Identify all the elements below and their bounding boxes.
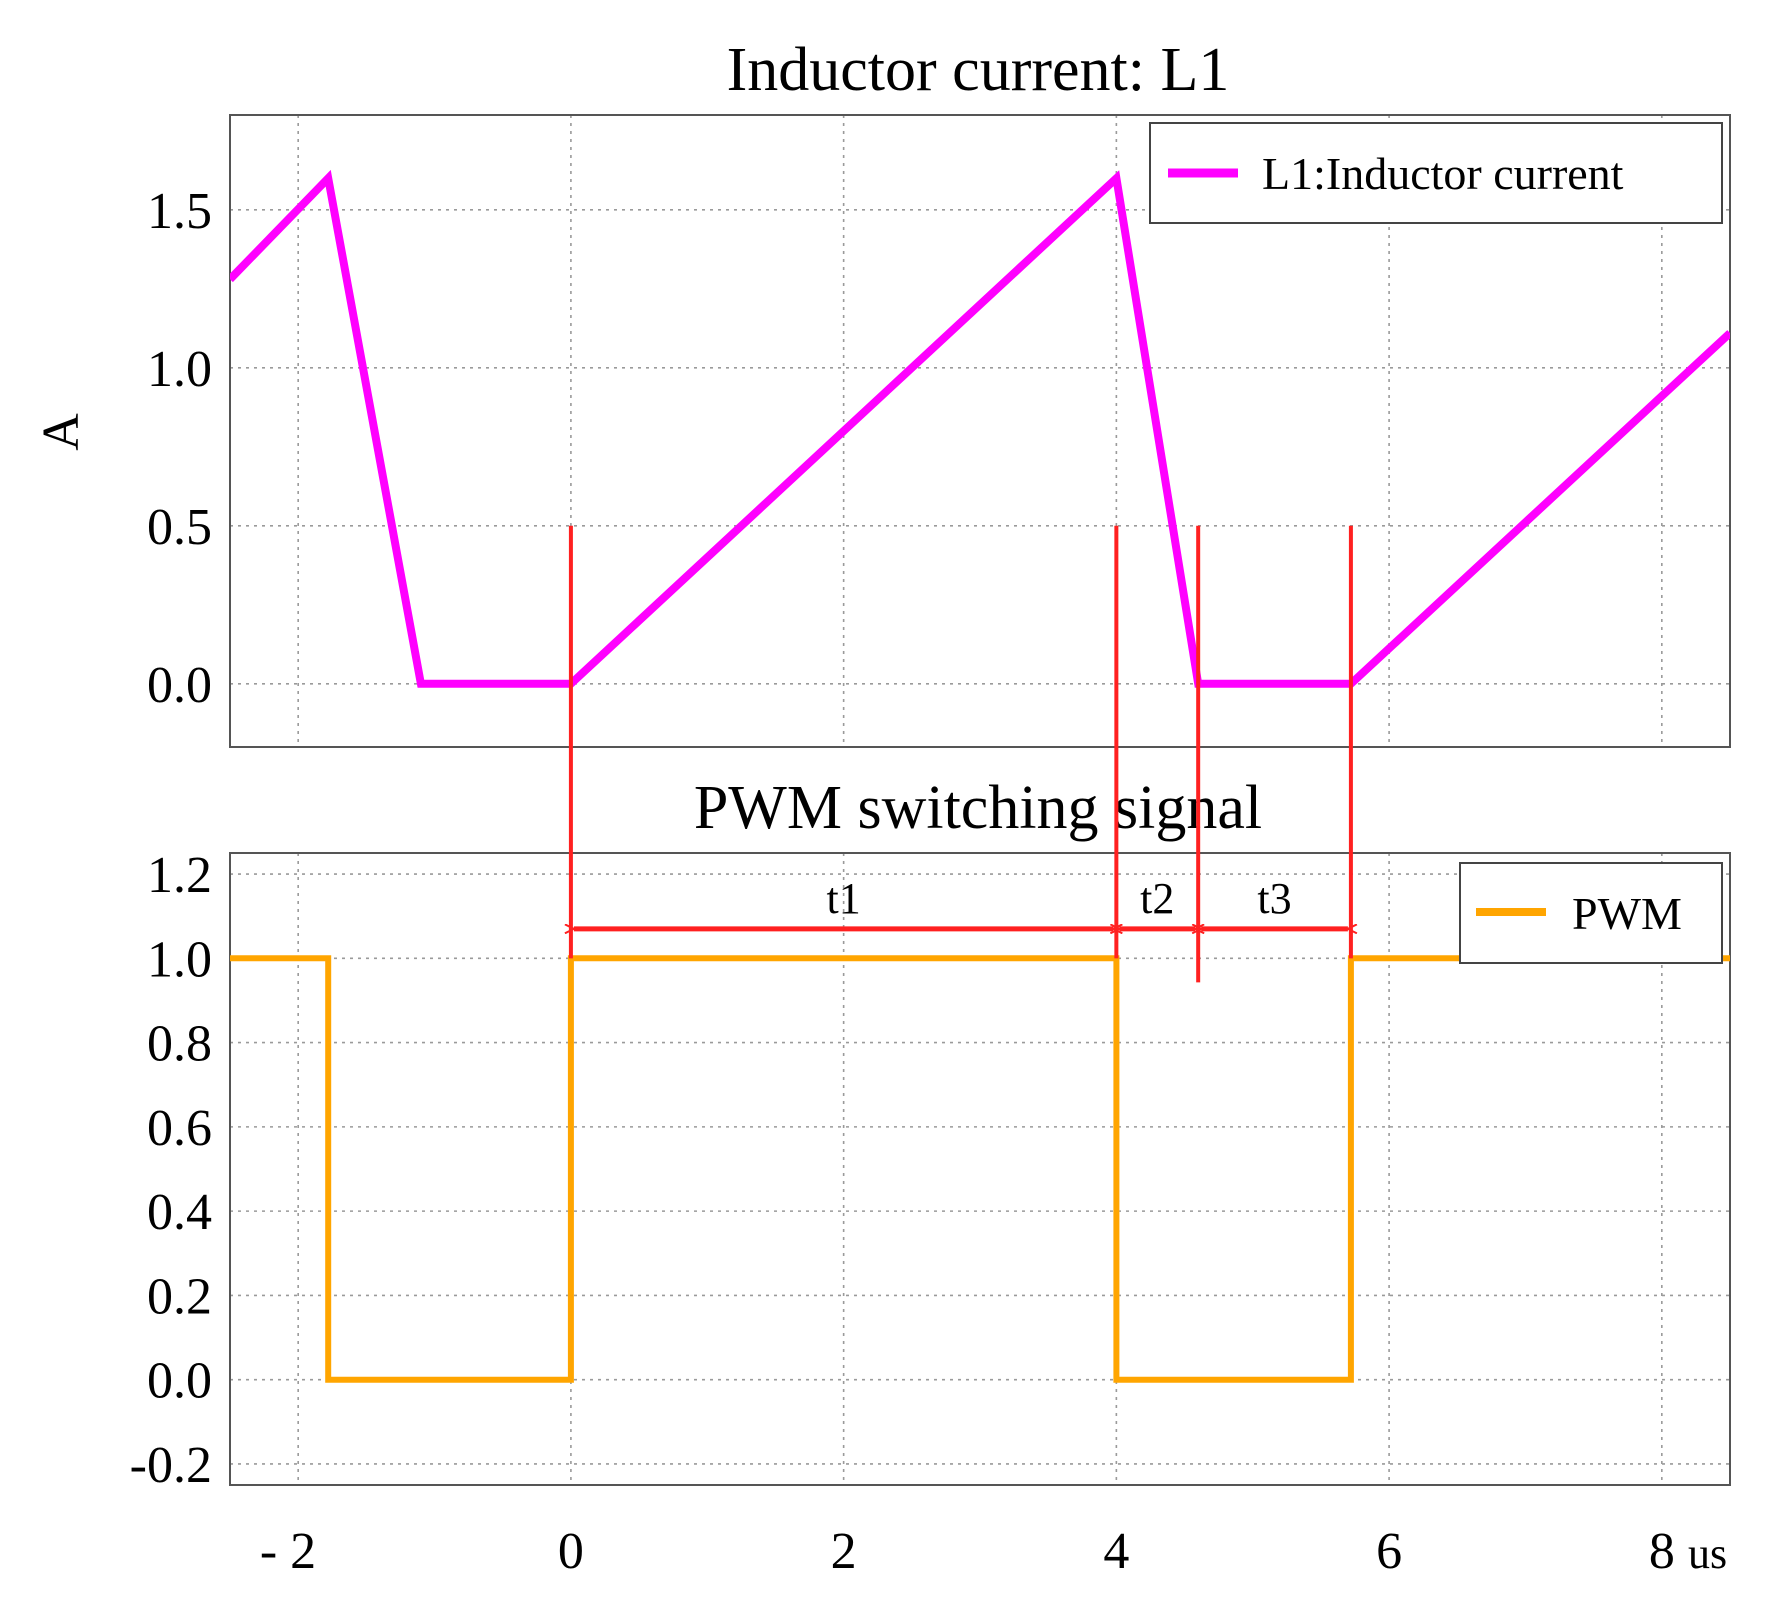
x-axis-unit-label: us — [1688, 1529, 1727, 1578]
top-y-axis-label: A — [33, 413, 90, 451]
bottom-y-tick-label: 0.0 — [147, 1353, 212, 1410]
bottom-plot-frame — [229, 852, 1731, 1486]
top-y-ticks: 0.0 0.5 1.0 1.5 — [147, 183, 212, 714]
pwm-signal-panel: PWM switching signal -0.2 0.0 0.2 0.4 0.6 0.8… — [130, 774, 1731, 1580]
bottom-y-tick-label: -0.2 — [130, 1437, 212, 1494]
x-tick-label: 0 — [558, 1523, 584, 1580]
series-line-inductor-current — [230, 169, 1730, 688]
top-plot-frame — [229, 114, 1731, 748]
series-line-pwm — [230, 955, 1730, 1383]
inductor-current-panel: Inductor current: L1 0.0 0.5 1.0 1.5 A L1:I… — [33, 36, 1731, 748]
bottom-y-tick-label: 0.2 — [147, 1268, 212, 1325]
bottom-y-tick-label: 0.8 — [147, 1016, 212, 1073]
x-tick-label: 8 — [1649, 1523, 1675, 1580]
top-y-tick-label: 0.5 — [147, 499, 212, 556]
bottom-chart-title: PWM switching signal — [694, 774, 1262, 842]
bottom-y-tick-label: 0.6 — [147, 1100, 212, 1157]
bottom-x-ticks: - 2 0 2 4 6 8 — [260, 1523, 1675, 1580]
interval-label-t3: t3 — [1257, 874, 1291, 923]
x-tick-label: 6 — [1376, 1523, 1402, 1580]
bottom-y-tick-label: 1.2 — [147, 847, 212, 904]
x-tick-label: 2 — [831, 1523, 857, 1580]
top-y-tick-label: 1.0 — [147, 341, 212, 398]
bottom-y-tick-label: 1.0 — [147, 931, 212, 988]
x-tick-label: 4 — [1103, 1523, 1129, 1580]
interval-label-t1: t1 — [827, 874, 861, 923]
top-y-tick-label: 0.0 — [147, 657, 212, 714]
bottom-legend-label: PWM — [1572, 888, 1682, 939]
bottom-y-ticks: -0.2 0.0 0.2 0.4 0.6 0.8 1.0 1.2 — [130, 847, 212, 1494]
top-chart-title: Inductor current: L1 — [727, 36, 1230, 104]
bottom-legend: PWM — [1459, 862, 1723, 964]
bottom-y-tick-label: 0.4 — [147, 1184, 212, 1241]
top-legend: L1:Inductor current — [1149, 122, 1723, 224]
top-legend-box — [1149, 122, 1723, 224]
top-y-tick-label: 1.5 — [147, 183, 212, 240]
interval-label-t2: t2 — [1140, 874, 1174, 923]
timing-annotations: t1 t2 t3 — [571, 525, 1351, 983]
top-legend-label: L1:Inductor current — [1262, 148, 1624, 199]
x-tick-label: - 2 — [260, 1523, 316, 1580]
